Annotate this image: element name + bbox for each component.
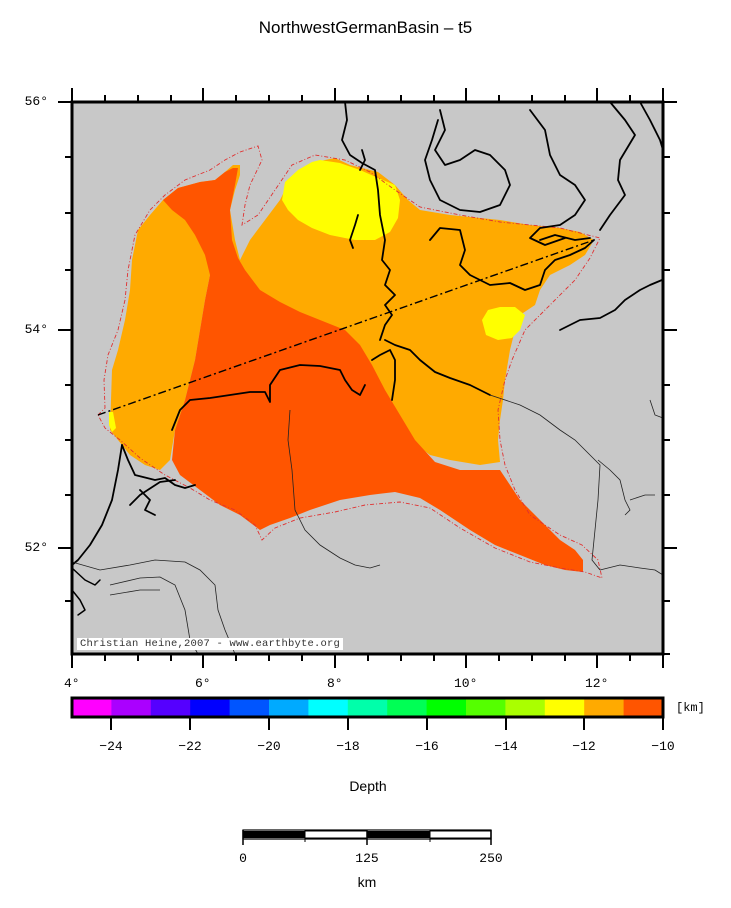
rivers-borders [71,394,664,655]
colorbar-frame [70,696,665,719]
colorbar-tick-label: −24 [99,739,123,754]
scale-bar [242,829,492,845]
basin-outline [97,145,603,579]
colorbar-tick-label: −22 [178,739,202,754]
colorbar-bin [623,698,664,717]
colorbar-bin [347,698,388,717]
colorbar-bin [426,698,467,717]
coastlines [71,101,664,616]
depth-region-red [163,168,583,572]
colorbar [72,698,664,717]
colorbar-bin [584,698,625,717]
colorbar-tick-label: −12 [572,739,596,754]
colorbar-bin [229,698,270,717]
x-tick-label-6: 6° [195,676,211,691]
colorbar-bin [269,698,309,717]
colorbar-bin [72,698,112,717]
x-tick-label-8: 8° [327,676,343,691]
x-tick-label-4: 4° [64,676,80,691]
scalebar-label-125: 125 [355,851,379,866]
x-tick-label-10: 10° [454,676,478,691]
colorbar-tick-label: −14 [494,739,518,754]
depth-region-yellow-east [482,307,525,340]
colorbar-ticks [110,717,664,730]
y-axis-ticks [58,101,677,655]
colorbar-tick-label: −10 [651,739,675,754]
colorbar-bin [111,698,152,717]
y-tick-label-56: 56° [24,94,48,109]
depth-region-yellow-north [282,160,400,240]
colorbar-unit: [km] [676,701,705,715]
scalebar-unit: km [357,874,377,890]
colorbar-title: Depth [349,778,387,794]
colorbar-tick-label: −20 [257,739,281,754]
depth-region-yellow-west [109,412,116,432]
colorbar-bin [308,698,349,717]
x-axis-ticks [71,88,664,668]
colorbar-tick-label: −18 [336,739,360,754]
colorbar-tick-label: −16 [415,739,439,754]
y-tick-label-54: 54° [24,322,48,337]
chart-title: NorthwestGermanBasin – t5 [258,18,473,37]
depth-field [109,158,594,572]
colorbar-bin [387,698,428,717]
colorbar-bin [150,698,191,717]
x-tick-label-12: 12° [585,676,609,691]
y-tick-label-52: 52° [24,540,48,555]
scalebar-label-0: 0 [239,851,247,866]
colorbar-bin [544,698,585,717]
credit-label: Christian Heine,2007 - www.earthbyte.org [77,638,344,650]
cross-section-line [97,239,595,416]
colorbar-bin [190,698,231,717]
scalebar-label-250: 250 [479,851,503,866]
colorbar-bin [505,698,546,717]
colorbar-bin [466,698,506,717]
